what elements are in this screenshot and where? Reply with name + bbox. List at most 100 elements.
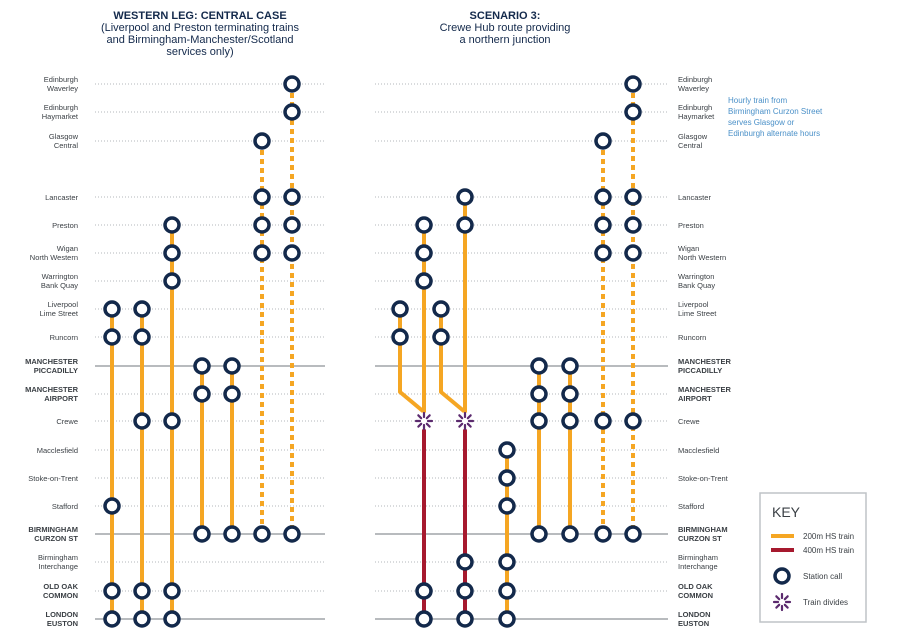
right-call-424-wig bbox=[415, 244, 433, 262]
station-label-line: MANCHESTER bbox=[678, 385, 732, 394]
left-call-3-ooc bbox=[163, 582, 181, 600]
station-label-right-gla: Glasgow Central bbox=[678, 132, 708, 150]
left-panel-subtitle-2: and Birmingham-Manchester/Scotland bbox=[106, 34, 294, 46]
station-label-line: BIRMINGHAM bbox=[678, 525, 728, 534]
right-call-507-sot bbox=[498, 469, 516, 487]
station-label-line: Glasgow bbox=[678, 132, 708, 141]
station-label-left-bhi: Birmingham Interchange bbox=[38, 553, 78, 571]
station-label-line: Liverpool bbox=[48, 300, 79, 309]
station-label-line: Interchange bbox=[38, 562, 78, 571]
station-label-right-wig: Wigan North Western bbox=[678, 244, 726, 262]
key-swatch-station bbox=[773, 567, 791, 585]
station-label-right-mia: MANCHESTER AIRPORT bbox=[678, 385, 732, 403]
station-label-right-sot: Stoke-on-Trent bbox=[678, 474, 729, 483]
left-call-3-cre bbox=[163, 412, 181, 430]
station-calls bbox=[103, 75, 642, 628]
station-label-line: Edinburgh bbox=[678, 75, 712, 84]
right-panel-title: SCENARIO 3: bbox=[469, 10, 541, 22]
key-label-line400: 400m HS train bbox=[803, 546, 854, 555]
station-label-line: Macclesfield bbox=[678, 446, 719, 455]
left-call-6-gla bbox=[253, 132, 271, 150]
key-label-line200: 200m HS train bbox=[803, 532, 854, 541]
right-call-507-ooc bbox=[498, 582, 516, 600]
station-label-line: AIRPORT bbox=[678, 394, 712, 403]
note-line-4: Edinburgh alternate hours bbox=[728, 129, 820, 138]
right-call-507-sta bbox=[498, 497, 516, 515]
station-label-line: Preston bbox=[678, 221, 704, 230]
station-label-line: MANCHESTER bbox=[678, 357, 732, 366]
station-label-line: Birmingham bbox=[678, 553, 718, 562]
train-divides-marker-a bbox=[414, 411, 434, 431]
left-call-6-bcs bbox=[253, 525, 271, 543]
right-call-424-pre bbox=[415, 216, 433, 234]
station-label-line: Stoke-on-Trent bbox=[28, 474, 79, 483]
station-label-left-eus: LONDON EUSTON bbox=[46, 610, 79, 628]
station-label-right-edw: Edinburgh Waverley bbox=[678, 75, 712, 93]
station-label-left-man: MANCHESTER PICCADILLY bbox=[25, 357, 79, 375]
station-label-right-mac: Macclesfield bbox=[678, 446, 719, 455]
key-divide-spoke bbox=[783, 603, 789, 609]
station-label-line: Waverley bbox=[47, 84, 78, 93]
right-call-603-bcs bbox=[594, 525, 612, 543]
key-label-station: Station call bbox=[803, 572, 842, 581]
station-label-right-lan: Lancaster bbox=[678, 193, 711, 202]
left-call-3-wig bbox=[163, 244, 181, 262]
right-call-liv-400 bbox=[391, 300, 409, 318]
station-label-line: AIRPORT bbox=[44, 394, 78, 403]
station-label-right-bcs: BIRMINGHAM CURZON ST bbox=[678, 525, 728, 543]
station-label-left-edw: Edinburgh Waverley bbox=[44, 75, 78, 93]
station-label-line: COMMON bbox=[43, 591, 78, 600]
right-panel-heading: SCENARIO 3: Crewe Hub route providing a … bbox=[405, 10, 605, 46]
divide-spoke bbox=[466, 422, 472, 428]
station-rows bbox=[95, 83, 668, 620]
station-label-line: Haymarket bbox=[42, 112, 79, 121]
station-label-right-pre: Preston bbox=[678, 221, 704, 230]
station-label-line: Warrington bbox=[42, 272, 78, 281]
right-call-liv-441 bbox=[432, 300, 450, 318]
station-label-right-ooc: OLD OAK COMMON bbox=[678, 582, 713, 600]
left-call-4-bcs bbox=[193, 525, 211, 543]
right-call-603-gla bbox=[594, 132, 612, 150]
station-label-line: Edinburgh bbox=[44, 75, 78, 84]
station-label-line: COMMON bbox=[678, 591, 713, 600]
station-label-line: EUSTON bbox=[47, 619, 78, 628]
station-label-line: Central bbox=[54, 141, 79, 150]
left-call-1-liv bbox=[103, 300, 121, 318]
left-call-7-edh bbox=[283, 103, 301, 121]
station-label-line: Runcorn bbox=[678, 333, 706, 342]
station-label-line: Liverpool bbox=[678, 300, 709, 309]
hourly-train-note: Hourly train from Birmingham Curzon Stree… bbox=[728, 96, 823, 138]
right-call-570-cre bbox=[561, 412, 579, 430]
station-label-left-wig: Wigan North Western bbox=[30, 244, 78, 262]
station-label-right-cre: Crewe bbox=[678, 417, 700, 426]
left-call-6-wig bbox=[253, 244, 271, 262]
station-label-line: Lime Street bbox=[678, 309, 717, 318]
right-route-liverpool-b bbox=[439, 309, 467, 421]
right-call-633-bcs bbox=[624, 525, 642, 543]
station-label-left-mia: MANCHESTER AIRPORT bbox=[25, 385, 79, 403]
station-label-right-liv: Liverpool Lime Street bbox=[678, 300, 717, 318]
station-label-line: MANCHESTER bbox=[25, 385, 79, 394]
station-label-line: LONDON bbox=[678, 610, 711, 619]
note-line-3: serves Glasgow or bbox=[728, 118, 795, 127]
left-panel-subtitle-1: (Liverpool and Preston terminating train… bbox=[100, 22, 300, 34]
left-call-1-run bbox=[103, 328, 121, 346]
left-call-5-mia bbox=[223, 385, 241, 403]
station-label-line: Lancaster bbox=[45, 193, 78, 202]
left-call-3-war bbox=[163, 272, 181, 290]
station-label-left-pre: Preston bbox=[52, 221, 78, 230]
station-label-line: Lancaster bbox=[678, 193, 711, 202]
station-label-right-bhi: Birmingham Interchange bbox=[678, 553, 718, 571]
left-call-4-man bbox=[193, 357, 211, 375]
left-call-6-lan bbox=[253, 188, 271, 206]
right-call-539-man bbox=[530, 357, 548, 375]
right-call-424-ooc bbox=[415, 582, 433, 600]
station-label-left-run: Runcorn bbox=[50, 333, 78, 342]
right-call-424-eus bbox=[415, 610, 433, 628]
key-divide-spoke bbox=[783, 595, 789, 601]
left-call-2-cre bbox=[133, 412, 151, 430]
key-label-divide: Train divides bbox=[803, 598, 848, 607]
station-label-line: Runcorn bbox=[50, 333, 78, 342]
right-panel-subtitle-2: a northern junction bbox=[459, 34, 551, 46]
left-call-1-ooc bbox=[103, 582, 121, 600]
